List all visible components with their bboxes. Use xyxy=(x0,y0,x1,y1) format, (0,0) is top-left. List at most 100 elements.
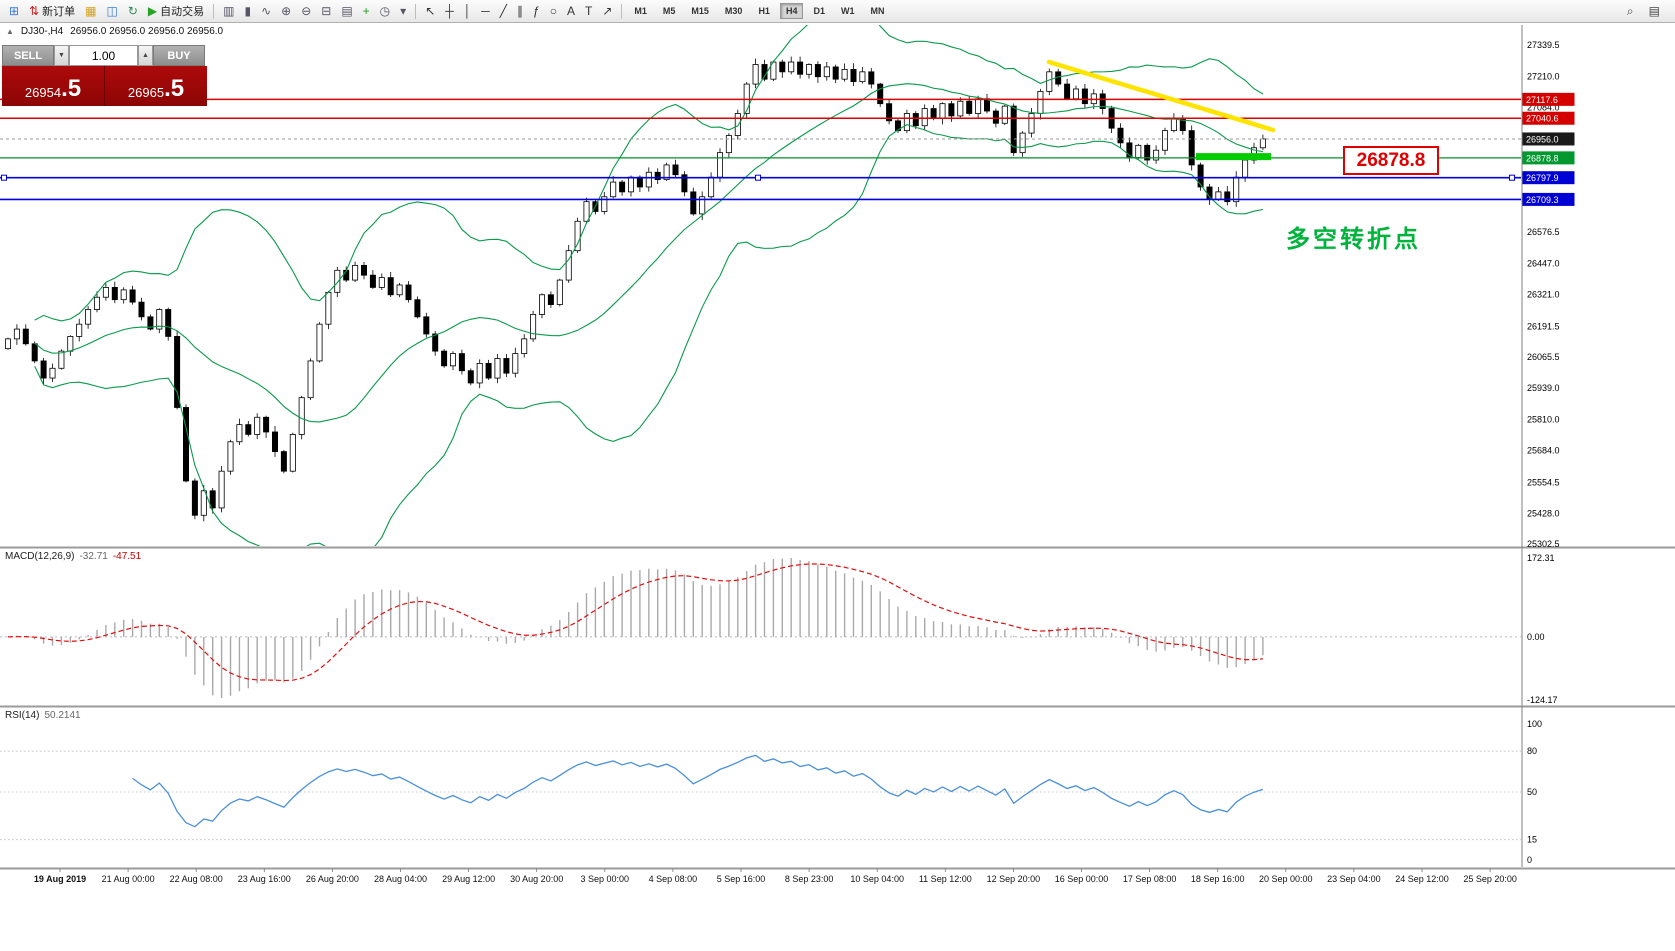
time-axis-label: 28 Aug 04:00 xyxy=(374,874,427,884)
price-scale-label: 26447.0 xyxy=(1527,259,1560,269)
time-axis-label: 3 Sep 00:00 xyxy=(581,874,630,884)
price-tag xyxy=(1522,151,1575,165)
templates-icon[interactable]: ▾ xyxy=(396,1,410,22)
timeframe-m15[interactable]: M15 xyxy=(691,6,709,16)
time-axis-label: 23 Sep 04:00 xyxy=(1327,874,1381,884)
time-axis-label: 22 Aug 08:00 xyxy=(170,874,223,884)
vertical-line-icon[interactable]: │ xyxy=(460,1,476,22)
horizontal-line-icon[interactable]: ─ xyxy=(477,1,494,22)
time-axis-label: 8 Sep 23:00 xyxy=(785,874,834,884)
zoom-out-icon: ⊖ xyxy=(301,4,312,18)
price-scale-label: 25684.0 xyxy=(1527,446,1560,456)
rsi-axis-label: 0 xyxy=(1527,855,1532,865)
toolbar-separator xyxy=(213,3,215,19)
time-axis-label: 21 Aug 00:00 xyxy=(102,874,155,884)
channel-icon[interactable]: ∥ xyxy=(513,1,527,22)
trendline-icon[interactable]: ╱ xyxy=(496,1,511,22)
new-order-button[interactable]: ⇅ 新订单 xyxy=(25,1,79,22)
price-scale-label: 26065.5 xyxy=(1527,352,1560,362)
profiles-icon[interactable]: ◫ xyxy=(102,1,121,22)
price-scale-label: 25939.0 xyxy=(1527,383,1560,393)
timeframe-mn[interactable]: MN xyxy=(870,6,885,16)
time-axis-label: 20 Sep 00:00 xyxy=(1259,874,1313,884)
trendline-icon: ╱ xyxy=(499,4,508,18)
price-callout-box[interactable]: 26878.8 xyxy=(1343,146,1439,175)
zoom-in-icon[interactable]: ⊕ xyxy=(277,1,295,22)
label-icon[interactable]: T xyxy=(581,1,596,22)
fibonacci-icon[interactable]: ƒ xyxy=(529,1,544,22)
bar-chart-icon[interactable]: ▥ xyxy=(219,1,238,22)
sell-button[interactable]: SELL xyxy=(2,45,54,66)
indicators-icon[interactable]: + xyxy=(359,1,374,22)
arrows-icon: ↗ xyxy=(602,4,613,18)
price-tag-label: 27040.6 xyxy=(1526,114,1559,124)
price-scale-label: 26321.0 xyxy=(1527,290,1560,300)
line-selection-handle[interactable] xyxy=(1,174,7,181)
text-icon[interactable]: A xyxy=(563,1,579,22)
arrows-icon[interactable]: ↗ xyxy=(598,1,616,22)
tile-windows-icon[interactable]: ⊟ xyxy=(317,1,335,22)
rsi-indicator-label: RSI(14) 50.2141 xyxy=(5,710,81,721)
timeframe-h4[interactable]: H4 xyxy=(779,3,804,19)
panel-separator[interactable] xyxy=(0,867,1675,870)
timeframe-h1[interactable]: H1 xyxy=(758,6,770,16)
timeframe-d1[interactable]: D1 xyxy=(813,6,825,16)
search-icon: ⌕ xyxy=(1626,4,1634,18)
refresh-icon: ↻ xyxy=(127,4,138,18)
cursor-icon[interactable]: ↖ xyxy=(421,1,439,22)
yellow-trendline[interactable] xyxy=(1046,59,1276,133)
line-selection-handle[interactable] xyxy=(755,174,761,181)
rsi-axis-label: 15 xyxy=(1527,835,1537,845)
sell-price-panel[interactable]: 26954 .5 xyxy=(2,66,105,106)
toolbars-icon[interactable]: ▤ xyxy=(1645,1,1664,22)
timeframe-m1[interactable]: M1 xyxy=(634,6,647,16)
rsi-value: 50.2141 xyxy=(44,710,81,721)
one-click-prices-row: 26954 .5 26965 .5 xyxy=(2,66,207,106)
price-scale-label: 27084.0 xyxy=(1527,103,1560,113)
price-scale-label: 25554.5 xyxy=(1527,477,1560,487)
volume-decrease-button[interactable]: ▼ xyxy=(54,45,69,66)
new-order-icon: ⇅ xyxy=(29,4,40,18)
time-axis-label: 19 Aug 2019 xyxy=(34,874,86,884)
autotrading-button[interactable]: ▶ 自动交易 xyxy=(144,1,208,22)
price-tag xyxy=(1522,132,1575,146)
autotrading-icon: ▶ xyxy=(147,4,158,18)
timeframe-m30[interactable]: M30 xyxy=(724,6,743,16)
search-icon[interactable]: ⌕ xyxy=(1623,1,1638,22)
toolbar-timeframes-group: M1 M5 M15 M30 H1 H4 D1 W1 MN xyxy=(627,3,891,19)
price-tag-label: 26956.0 xyxy=(1526,134,1559,144)
shapes-icon[interactable]: ○ xyxy=(546,1,561,22)
rsi-axis-label: 50 xyxy=(1527,787,1537,797)
panel-separator[interactable] xyxy=(0,546,1675,549)
sell-price-big: .5 xyxy=(61,75,82,102)
crosshair-icon: ┼ xyxy=(445,4,454,18)
layout-icon[interactable]: ▦ xyxy=(81,1,100,22)
new-chart-icon[interactable]: ⊞ xyxy=(5,1,23,22)
price-scale-label: 26191.5 xyxy=(1527,321,1560,331)
refresh-icon[interactable]: ↻ xyxy=(124,1,142,22)
timeframe-w1[interactable]: W1 xyxy=(840,6,855,16)
zoom-out-icon[interactable]: ⊖ xyxy=(297,1,315,22)
shapes-icon: ○ xyxy=(549,4,557,18)
fibonacci-icon: ƒ xyxy=(533,4,540,18)
cascade-windows-icon[interactable]: ▤ xyxy=(337,1,356,22)
buy-button[interactable]: BUY xyxy=(153,45,205,66)
macd-axis-label: 172.31 xyxy=(1527,553,1555,563)
time-axis-label: 16 Sep 00:00 xyxy=(1055,874,1109,884)
volume-input[interactable] xyxy=(69,45,138,66)
periods-icon[interactable]: ◷ xyxy=(376,1,394,22)
buy-price-panel[interactable]: 26965 .5 xyxy=(105,66,207,106)
line-chart-icon[interactable]: ∿ xyxy=(257,1,275,22)
toolbar-right-group: ⌕ ▤ xyxy=(1623,1,1670,22)
bar-chart-icon: ▥ xyxy=(223,4,235,18)
panel-separator[interactable] xyxy=(0,705,1675,708)
timeframe-m5[interactable]: M5 xyxy=(662,6,676,16)
bollinger-bands xyxy=(34,25,1264,546)
price-scale-label: 26576.5 xyxy=(1527,227,1560,237)
candlestick-chart-icon[interactable]: ▮ xyxy=(240,1,255,22)
chart-symbol-ohlc: ▲ DJ30-,H4 26956.0 26956.0 26956.0 26956… xyxy=(6,26,223,37)
crosshair-icon[interactable]: ┼ xyxy=(441,1,458,22)
line-selection-handle[interactable] xyxy=(1509,174,1515,181)
volume-increase-button[interactable]: ▲ xyxy=(138,45,153,66)
